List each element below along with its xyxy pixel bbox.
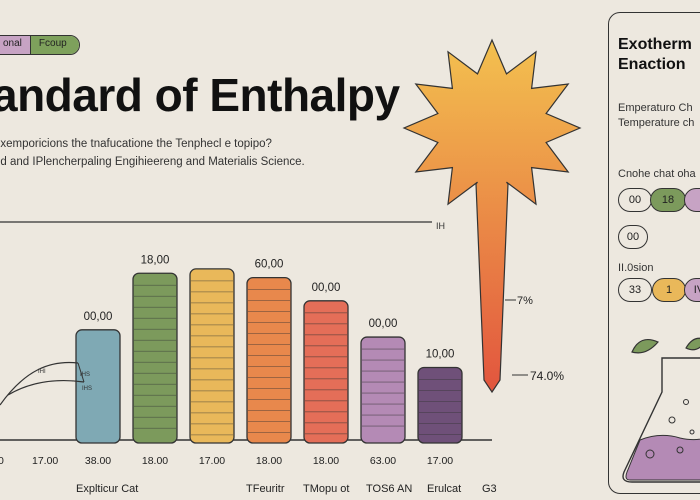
- x-group-label-6: G3: [482, 483, 497, 495]
- curve-label-3: IHS: [82, 386, 92, 392]
- starburst-icon: [402, 38, 582, 394]
- bar-1: [75, 329, 121, 444]
- callout-label-1: 7%: [517, 295, 533, 307]
- chip-row1-a[interactable]: 00: [618, 188, 652, 212]
- bar-4: [246, 276, 292, 444]
- callout-label-2: 74.0%: [530, 369, 564, 383]
- x-tick-label: 18.00: [313, 455, 339, 467]
- bubble-5: [689, 429, 695, 435]
- tag-pill-right: Fcoup: [30, 36, 79, 54]
- subtitle-line-1: exemporicions the tnafucatione the Tenph…: [0, 138, 272, 150]
- bar-rect: [360, 336, 406, 444]
- chip-row3-c[interactable]: IV: [684, 278, 700, 302]
- flask-liquid: [625, 434, 700, 481]
- chip-row2-a[interactable]: 00: [618, 225, 648, 249]
- curve-connector: [77, 362, 85, 383]
- panel-title-line-2: Enaction: [618, 56, 686, 73]
- chip-row3-a[interactable]: 33: [618, 278, 652, 302]
- panel-text-line-2: Temperature ch: [618, 117, 695, 129]
- x-tick-label: 17.00: [427, 455, 453, 467]
- x-tick-label: 38.00: [85, 455, 111, 467]
- leaf-icon-2: [685, 337, 700, 351]
- x-tick-labels: 38.00 18.00 17.00 18.00 18.00 63.00 17.00: [85, 455, 453, 467]
- leaf-icon: [631, 339, 659, 354]
- bar-2: [132, 272, 178, 444]
- bubble-4: [683, 399, 689, 405]
- subtitle-line-2: ed and IPlencherpaling Engihieereng and …: [0, 156, 305, 168]
- panel-section-label-2: II.0sion: [618, 262, 654, 274]
- x-tick-label: 63.00: [370, 455, 396, 467]
- bar-series: 00,00 18,00 60,00 00,00 00,00 10,00: [75, 254, 463, 444]
- bubble-3: [676, 446, 684, 454]
- bar-value-label: 00,00: [369, 318, 398, 330]
- x-tick-label: 17.00: [199, 455, 225, 467]
- bar-rect: [75, 329, 121, 444]
- curve-label-2: IHS: [80, 372, 90, 378]
- x-tick-label: 18.00: [256, 455, 282, 467]
- bar-rect: [246, 276, 292, 444]
- panel-text-line-1: Emperaturo Ch: [618, 102, 693, 114]
- bar-rect: [189, 268, 235, 444]
- bar-3: [189, 268, 235, 444]
- bar-value-label: 10,00: [426, 349, 455, 361]
- curve-label-1: IHI: [38, 369, 46, 375]
- bar-rect: [303, 300, 349, 444]
- curve-line-2: [7, 379, 85, 396]
- bar-7: [417, 366, 463, 444]
- x-tick-left: 0: [0, 455, 4, 467]
- top-rule-label: IH: [436, 221, 445, 231]
- panel-section-label-1: Cnohe chat oha: [618, 168, 696, 180]
- bar-rect: [417, 366, 463, 444]
- bar-6: [360, 336, 406, 444]
- x-tick-label: 18.00: [142, 455, 168, 467]
- chip-row1-b[interactable]: 18: [650, 188, 686, 212]
- bubble-2: [668, 416, 676, 424]
- panel-title-line-1: Exotherm: [618, 36, 692, 53]
- bar-value-label: 00,00: [312, 282, 341, 294]
- x-tick-second: 17.00: [32, 455, 58, 467]
- page-title: andard of Enthalpy: [0, 69, 400, 121]
- x-group-label-2: TFeuritr: [246, 483, 285, 495]
- tag-pill[interactable]: onal Fcoup: [0, 35, 80, 55]
- tag-pill-left: onal: [0, 36, 31, 54]
- bar-value-label: 18,00: [141, 254, 170, 266]
- x-group-label-4: TOS6 AN: [366, 483, 412, 495]
- chip-row3-b[interactable]: 1: [652, 278, 686, 302]
- x-group-label-5: Erulcat: [427, 483, 461, 495]
- flask-icon: [622, 337, 700, 483]
- chip-row1-c[interactable]: [684, 188, 700, 212]
- x-group-label-3: TMopu ot: [303, 483, 349, 495]
- curve-line-1: [0, 361, 79, 406]
- bar-5: [303, 300, 349, 444]
- bar-value-label: 60,00: [255, 259, 284, 271]
- bar-value-label: 00,00: [84, 311, 113, 323]
- x-group-label-1: Explticur Cat: [76, 483, 138, 495]
- bubble-1: [645, 449, 655, 459]
- bar-rect: [132, 272, 178, 444]
